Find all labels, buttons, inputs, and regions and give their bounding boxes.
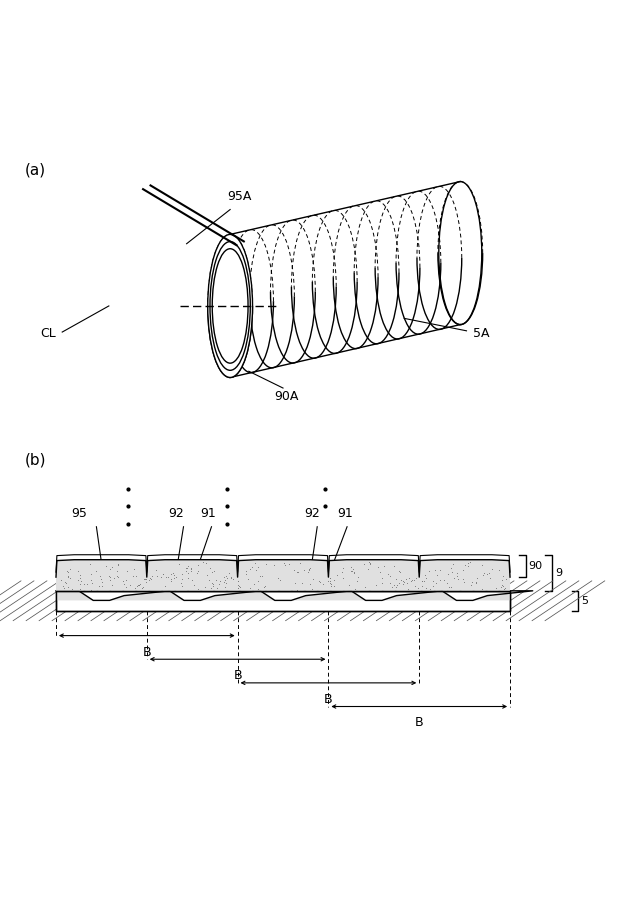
Text: B: B bbox=[324, 693, 333, 706]
Bar bbox=[56, 591, 510, 611]
Text: 90: 90 bbox=[529, 561, 543, 571]
Text: CL: CL bbox=[40, 328, 56, 340]
Ellipse shape bbox=[208, 234, 253, 377]
Ellipse shape bbox=[212, 249, 248, 363]
Text: 92: 92 bbox=[304, 507, 320, 521]
Text: 95A: 95A bbox=[227, 190, 252, 203]
Text: B: B bbox=[415, 717, 424, 729]
Ellipse shape bbox=[439, 181, 482, 324]
Text: 90A: 90A bbox=[274, 390, 299, 403]
Text: (b): (b) bbox=[25, 452, 47, 467]
Polygon shape bbox=[56, 591, 532, 601]
Ellipse shape bbox=[210, 242, 250, 370]
Text: B: B bbox=[142, 646, 151, 658]
Text: 5A: 5A bbox=[473, 328, 490, 340]
Text: (a): (a) bbox=[25, 163, 46, 178]
Text: 95: 95 bbox=[71, 507, 87, 521]
Text: 92: 92 bbox=[168, 507, 184, 521]
Text: 5: 5 bbox=[581, 595, 588, 606]
Text: B: B bbox=[233, 669, 242, 682]
Text: 91: 91 bbox=[200, 507, 216, 521]
Polygon shape bbox=[56, 559, 510, 591]
Text: 91: 91 bbox=[337, 507, 353, 521]
Bar bbox=[56, 591, 510, 611]
Text: 9: 9 bbox=[555, 568, 562, 577]
